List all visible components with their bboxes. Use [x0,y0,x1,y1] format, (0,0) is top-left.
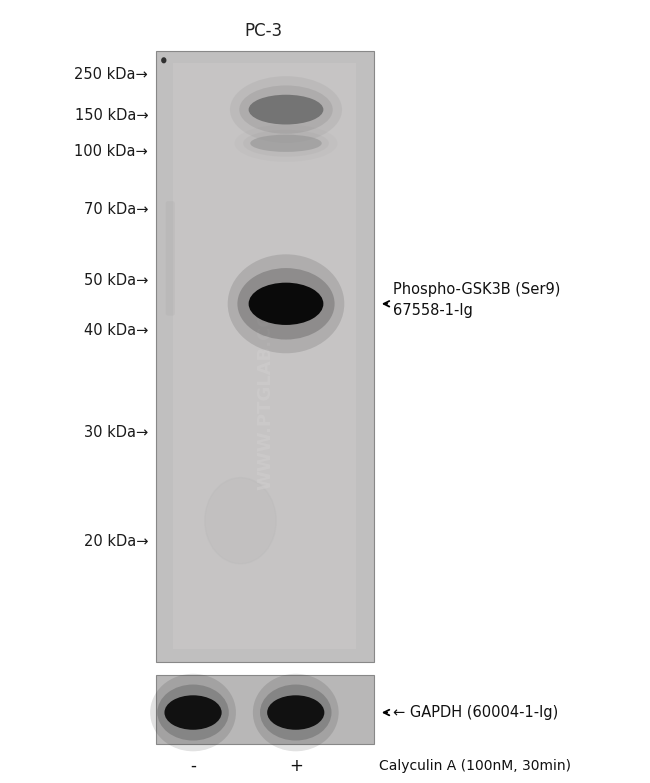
Ellipse shape [260,684,332,741]
Circle shape [205,478,276,564]
Text: ← GAPDH (60004-1-Ig): ← GAPDH (60004-1-Ig) [393,705,558,720]
FancyBboxPatch shape [166,201,175,316]
Text: Phospho-GSK3B (Ser9)
67558-1-Ig: Phospho-GSK3B (Ser9) 67558-1-Ig [393,282,560,318]
Ellipse shape [243,130,329,157]
Text: -: - [190,757,196,774]
Ellipse shape [235,124,337,162]
Ellipse shape [237,268,335,340]
Text: 20 kDa→: 20 kDa→ [84,534,148,550]
Ellipse shape [253,673,339,751]
Ellipse shape [248,283,324,325]
Bar [174,63,356,649]
Text: 30 kDa→: 30 kDa→ [84,424,148,440]
Text: WWW.PTGLAB.COM: WWW.PTGLAB.COM [256,293,274,490]
Ellipse shape [239,85,333,134]
Ellipse shape [267,695,324,730]
Circle shape [162,58,166,63]
Ellipse shape [164,695,222,730]
Text: 150 kDa→: 150 kDa→ [75,108,148,124]
Text: 50 kDa→: 50 kDa→ [84,272,148,288]
Ellipse shape [227,254,344,353]
Ellipse shape [248,95,324,124]
Text: 70 kDa→: 70 kDa→ [84,202,148,218]
Ellipse shape [230,76,342,143]
Ellipse shape [150,673,236,751]
Ellipse shape [250,135,322,152]
Text: 100 kDa→: 100 kDa→ [75,144,148,160]
Bar [156,51,374,662]
Text: PC-3: PC-3 [244,23,282,40]
Text: 40 kDa→: 40 kDa→ [84,323,148,338]
Text: +: + [289,757,303,774]
Ellipse shape [157,684,229,741]
Bar [156,675,374,744]
Text: Calyculin A (100nM, 30min): Calyculin A (100nM, 30min) [379,759,571,773]
Text: 250 kDa→: 250 kDa→ [75,67,148,82]
